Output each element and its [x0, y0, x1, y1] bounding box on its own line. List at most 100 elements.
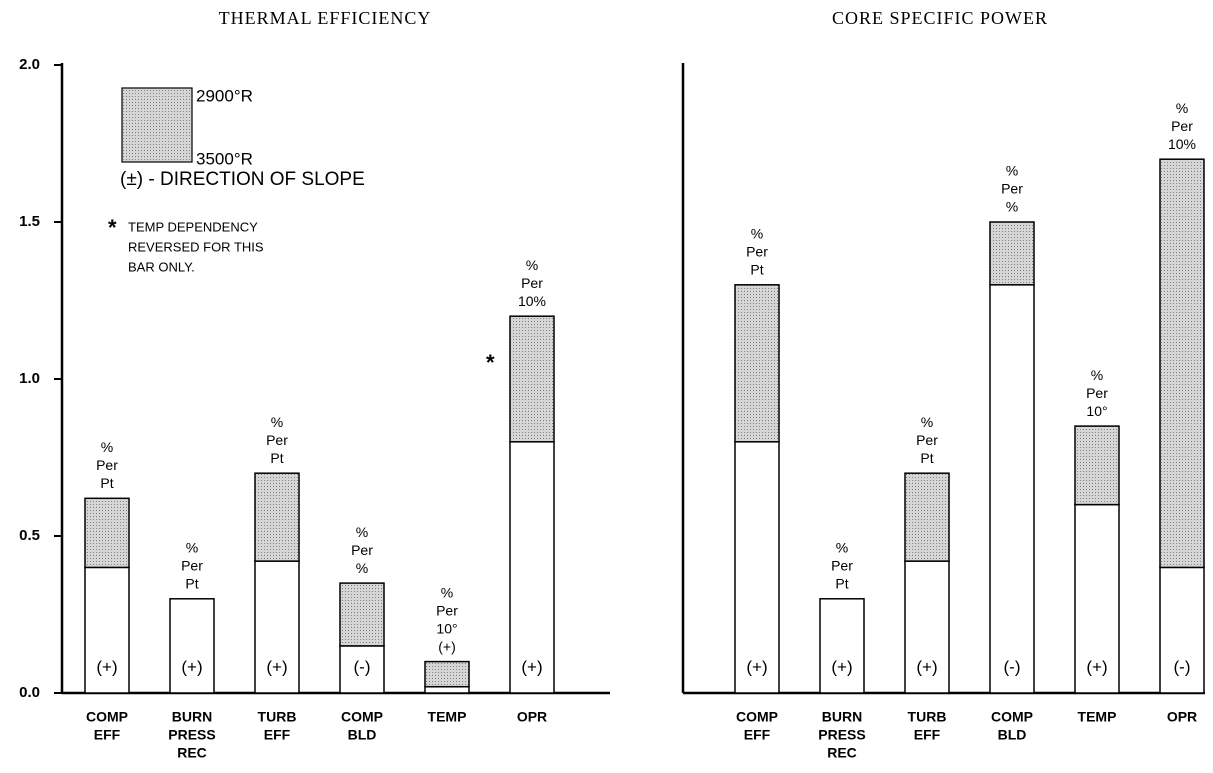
chart-title: THERMAL EFFICIENCY: [219, 8, 432, 28]
bar-unit-label: 10%: [1168, 136, 1196, 152]
x-tick-label: BURN: [172, 709, 212, 725]
legend-label: 3500°R: [196, 149, 253, 168]
x-tick-label: EFF: [914, 727, 941, 743]
slope-sign: (+): [266, 657, 287, 676]
bar-unit-label: Per: [521, 275, 543, 291]
bar-unit-label: Pt: [270, 450, 283, 466]
annotation-text: TEMP DEPENDENCY: [128, 219, 258, 234]
bar-unit-label: %: [1176, 100, 1188, 116]
bar-unit-label: %: [271, 414, 283, 430]
bar-base: [1159, 566, 1205, 694]
x-tick-label: COMP: [341, 709, 383, 725]
annotation-marker: *: [108, 215, 117, 240]
y-tick-label: 1.5: [19, 213, 40, 230]
bar-unit-label: %: [751, 226, 763, 242]
x-tick-label: PRESS: [168, 727, 215, 743]
bar-unit-label: Pt: [185, 576, 198, 592]
y-tick-label: 1.0: [19, 370, 40, 387]
slope-sign: (+): [831, 657, 852, 676]
x-tick-label: REC: [177, 745, 207, 761]
x-tick-label: TEMP: [1078, 709, 1117, 725]
slope-sign: (-): [354, 657, 371, 676]
x-tick-label: COMP: [991, 709, 1033, 725]
bar-unit-label: Per: [831, 558, 853, 574]
bar-range: [84, 497, 130, 569]
bar-range: [424, 660, 470, 688]
bar-unit-label: %: [921, 414, 933, 430]
bar-base: [509, 441, 555, 694]
bar-unit-label: Per: [436, 602, 458, 618]
bar-unit-label: Per: [746, 244, 768, 260]
bar-unit-label: Per: [916, 432, 938, 448]
legend-label: 2900°R: [196, 86, 253, 105]
slope-sign: (+): [96, 657, 117, 676]
bar-unit-label: (+): [438, 638, 456, 654]
legend-swatch: [121, 87, 193, 163]
x-tick-label: REC: [827, 745, 857, 761]
x-tick-label: TEMP: [428, 709, 467, 725]
bar-unit-label: %: [836, 540, 848, 556]
bar-unit-label: Per: [1001, 181, 1023, 197]
bar-unit-label: %: [356, 560, 368, 576]
bar-unit-label: Pt: [835, 576, 848, 592]
y-tick-label: 2.0: [19, 56, 40, 73]
bar-base: [734, 441, 780, 694]
bar-base: [169, 598, 215, 694]
x-tick-label: PRESS: [818, 727, 865, 743]
bar-unit-label: Pt: [100, 475, 113, 491]
x-tick-label: EFF: [94, 727, 121, 743]
x-tick-label: BLD: [348, 727, 377, 743]
bar-unit-label: Per: [1086, 385, 1108, 401]
slope-sign: (+): [1086, 657, 1107, 676]
bar-unit-label: %: [1006, 199, 1018, 215]
legend-note: (±) - DIRECTION OF SLOPE: [120, 169, 365, 190]
bar-unit-label: Per: [96, 457, 118, 473]
bar-range: [1159, 158, 1205, 569]
x-tick-label: TURB: [908, 709, 947, 725]
x-tick-label: COMP: [736, 709, 778, 725]
slope-sign: (+): [746, 657, 767, 676]
chart-title: CORE SPECIFIC POWER: [832, 8, 1048, 28]
bar-base: [254, 560, 300, 694]
bar-range: [509, 315, 555, 443]
bar-range: [1074, 425, 1120, 506]
bar-unit-label: Per: [266, 432, 288, 448]
bar-unit-label: Per: [181, 558, 203, 574]
slope-sign: (-): [1174, 657, 1191, 676]
slope-sign: (+): [181, 657, 202, 676]
bar-unit-label: 10°: [436, 620, 457, 636]
bar-base: [84, 566, 130, 694]
bar-unit-label: %: [526, 257, 538, 273]
bar-range: [734, 284, 780, 443]
x-tick-label: TURB: [258, 709, 297, 725]
x-tick-label: COMP: [86, 709, 128, 725]
bar-unit-label: %: [1091, 367, 1103, 383]
bar-unit-label: %: [101, 439, 113, 455]
annotation-text: BAR ONLY.: [128, 259, 195, 274]
annotation-marker: *: [486, 350, 495, 375]
bar-unit-label: 10%: [518, 293, 546, 309]
x-tick-label: OPR: [1167, 709, 1197, 725]
x-tick-label: BLD: [998, 727, 1027, 743]
bar-unit-label: Pt: [750, 262, 763, 278]
x-tick-label: OPR: [517, 709, 547, 725]
slope-sign: (+): [521, 657, 542, 676]
bar-unit-label: %: [441, 584, 453, 600]
bar-base: [989, 284, 1035, 694]
bar-range: [904, 472, 950, 562]
x-tick-label: EFF: [264, 727, 291, 743]
bar-base: [904, 560, 950, 694]
bar-unit-label: %: [1006, 163, 1018, 179]
bar-unit-label: 10°: [1086, 403, 1107, 419]
annotation-text: REVERSED FOR THIS: [128, 239, 264, 254]
x-tick-label: BURN: [822, 709, 862, 725]
slope-sign: (+): [916, 657, 937, 676]
bar-base: [819, 598, 865, 694]
bar-unit-label: Per: [1171, 118, 1193, 134]
x-tick-label: EFF: [744, 727, 771, 743]
bar-unit-label: %: [186, 540, 198, 556]
bar-unit-label: Pt: [920, 450, 933, 466]
bar-base: [424, 685, 470, 694]
slope-sign: (-): [1004, 657, 1021, 676]
